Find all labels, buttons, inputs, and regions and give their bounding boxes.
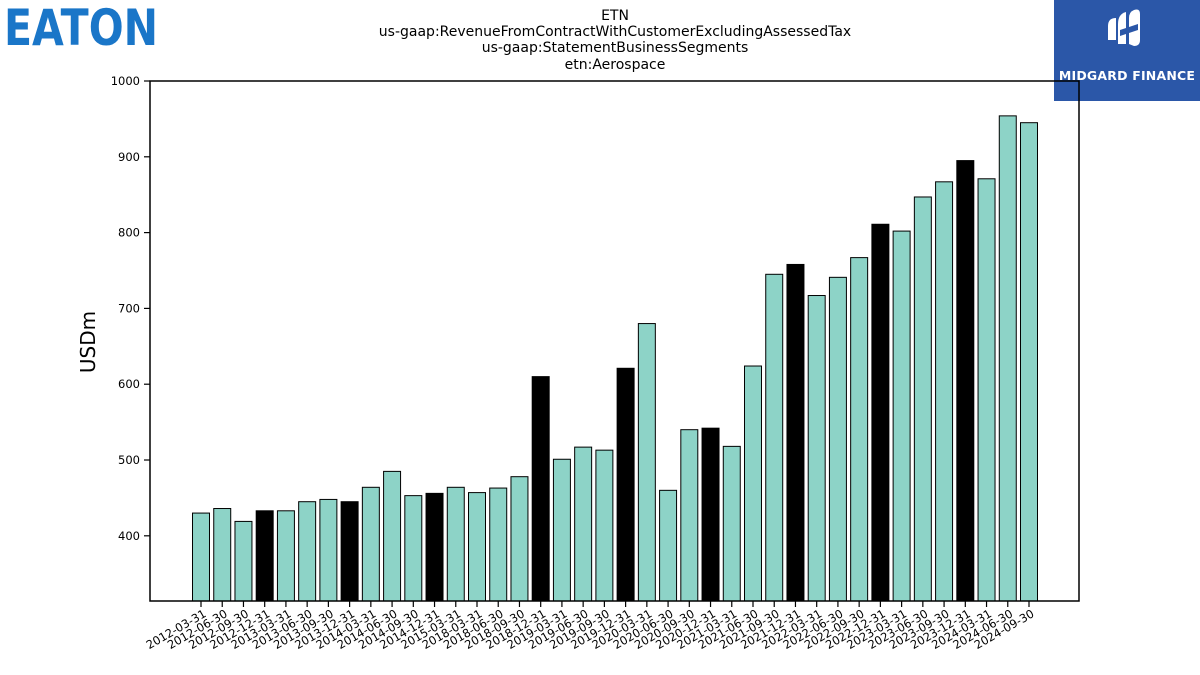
- bar-2018-09-30: [510, 476, 529, 602]
- plot-frame: [149, 80, 1080, 602]
- bar-2021-12-31: [786, 263, 805, 602]
- bar-2013-09-30: [319, 498, 338, 602]
- x-axis: 2012-03-312012-06-302012-09-302012-12-31…: [144, 601, 1037, 652]
- bar-2018-12-31: [531, 376, 550, 602]
- y-tick-label: 900: [118, 150, 140, 164]
- bar-2022-09-30: [850, 257, 869, 602]
- bar-2019-09-30: [595, 449, 614, 602]
- chart-title-line-1: ETN: [601, 8, 629, 24]
- bar-2012-09-30: [234, 520, 253, 602]
- bar-2012-06-30: [213, 508, 232, 602]
- bar-2019-12-31: [616, 367, 635, 602]
- bar-2018-06-30: [489, 487, 508, 602]
- bar-2020-06-30: [659, 489, 678, 602]
- bar-2020-03-31: [637, 323, 656, 602]
- chart-title: ETN us-gaap:RevenueFromContractWithCusto…: [379, 8, 851, 73]
- y-tick-label: 1000: [111, 74, 140, 88]
- y-tick-label: 600: [118, 377, 140, 391]
- bar-2012-03-31: [192, 512, 210, 602]
- bar-2023-09-30: [935, 181, 954, 602]
- bar-2023-06-30: [913, 196, 932, 602]
- bar-2024-06-30: [998, 115, 1017, 602]
- bar-2020-09-30: [680, 429, 699, 602]
- bar-2014-12-31: [425, 492, 444, 602]
- eaton-logo: EATON: [4, 0, 159, 57]
- chart-title-line-2: us-gaap:RevenueFromContractWithCustomerE…: [379, 24, 851, 40]
- bar-2022-12-31: [871, 223, 890, 602]
- bar-2014-06-30: [383, 470, 402, 602]
- bar-2019-06-30: [574, 446, 593, 602]
- bar-2024-09-30: [1020, 122, 1038, 602]
- bar-2022-03-31: [807, 295, 826, 602]
- y-axis: 400 500 600 700 800 900 1000: [111, 74, 150, 543]
- bar-2012-12-31: [255, 510, 274, 602]
- bar-2023-03-31: [892, 230, 911, 602]
- bar-2021-03-31: [722, 445, 741, 602]
- midgard-logo-text: MIDGARD FINANCE: [1058, 68, 1196, 83]
- y-tick-label: 700: [118, 301, 140, 315]
- bar-2021-06-30: [744, 365, 762, 602]
- y-tick-label: 400: [118, 529, 140, 543]
- midgard-finance-logo: MIDGARD FINANCE: [1054, 0, 1200, 101]
- bar-2021-09-30: [765, 273, 784, 602]
- bar-2013-12-31: [340, 501, 359, 602]
- midgard-emblem-icon: [1108, 9, 1140, 46]
- eaton-logo-text: EATON: [4, 4, 158, 48]
- bar-2018-03-31: [468, 492, 486, 602]
- bar-2013-06-30: [298, 501, 317, 602]
- y-tick-label: 500: [118, 453, 140, 467]
- y-tick-label: 800: [118, 226, 140, 240]
- bar-2019-03-31: [552, 458, 571, 602]
- bar-2015-03-31: [446, 486, 465, 602]
- bar-2022-06-30: [828, 276, 847, 602]
- chart-title-line-3: us-gaap:StatementBusinessSegments: [482, 40, 749, 56]
- y-axis-label: USDm: [76, 311, 100, 373]
- bar-2014-09-30: [404, 495, 423, 602]
- bar-2020-12-31: [701, 427, 720, 602]
- bar-2024-03-31: [977, 178, 996, 602]
- bars-group: [192, 115, 1038, 602]
- bar-2023-12-31: [956, 160, 975, 602]
- bar-2013-03-31: [276, 510, 295, 602]
- bar-2014-03-31: [361, 486, 380, 602]
- chart-title-line-4: etn:Aerospace: [565, 57, 666, 73]
